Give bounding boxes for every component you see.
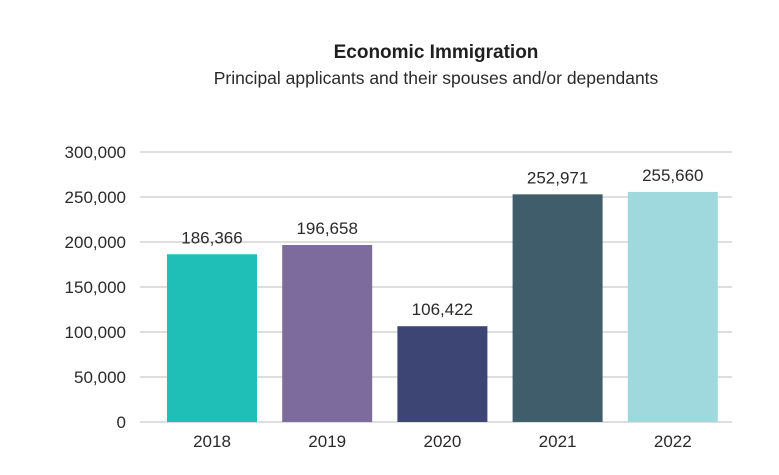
data-label: 186,366 (181, 228, 242, 247)
bar-2020 (397, 326, 488, 422)
data-labels: 186,366 196,658 106,422 252,971 255,660 (181, 166, 703, 319)
y-tick-label: 150,000 (65, 278, 126, 297)
y-axis: 0 50,000 100,000 150,000 200,000 250,000 300,0… (65, 143, 126, 432)
chart-title: Economic Immigration (333, 42, 539, 63)
data-label: 255,660 (642, 166, 703, 185)
y-tick-label: 50,000 (74, 368, 126, 387)
bar-2018 (167, 254, 257, 422)
x-tick-label: 2022 (654, 432, 692, 451)
data-label: 106,422 (412, 300, 473, 319)
y-tick-label: 200,000 (65, 233, 126, 252)
x-tick-label: 2019 (308, 432, 346, 451)
y-tick-label: 250,000 (65, 188, 126, 207)
data-label: 196,658 (296, 219, 357, 238)
y-tick-label: 100,000 (65, 323, 126, 342)
bar-2022 (627, 191, 718, 422)
x-tick-label: 2021 (539, 432, 577, 451)
bar-2021 (512, 194, 603, 422)
bar-2019 (282, 245, 373, 422)
x-tick-label: 2020 (423, 432, 461, 451)
y-tick-label: 0 (117, 413, 126, 432)
y-tick-label: 300,000 (65, 143, 126, 162)
x-tick-label: 2018 (193, 432, 231, 451)
chart-subtitle: Principal applicants and their spouses a… (213, 68, 659, 88)
bars (167, 191, 718, 422)
x-axis: 2018 2019 2020 2021 2022 (193, 432, 692, 451)
data-label: 252,971 (527, 168, 588, 187)
